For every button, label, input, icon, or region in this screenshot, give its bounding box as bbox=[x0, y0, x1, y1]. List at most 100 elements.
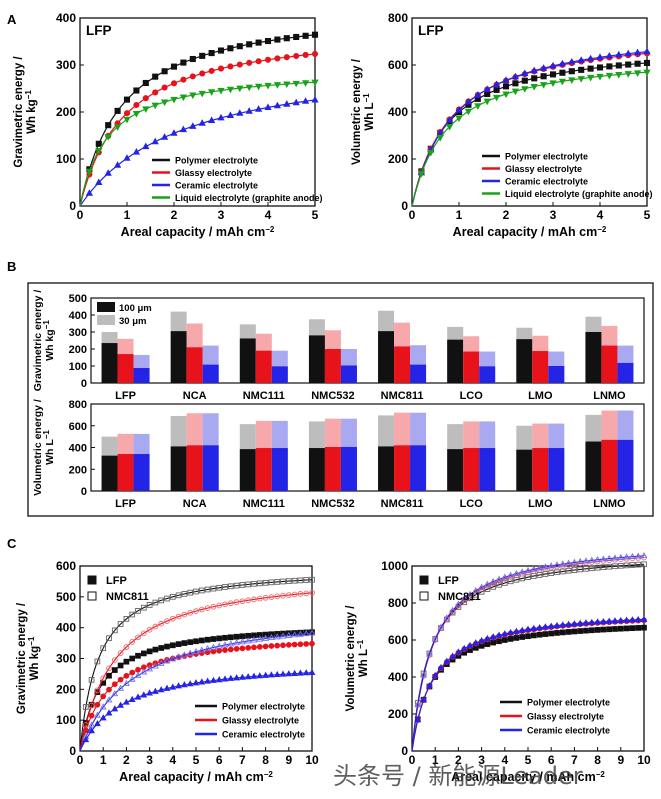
category-label: LCO bbox=[460, 390, 484, 402]
data-point bbox=[417, 171, 426, 178]
bar-100um bbox=[532, 351, 549, 383]
data-point-open bbox=[204, 605, 211, 611]
data-point bbox=[455, 115, 463, 123]
data-point bbox=[594, 627, 601, 633]
data-point-open bbox=[547, 562, 555, 569]
data-point-open bbox=[588, 565, 595, 572]
bar-100um bbox=[202, 445, 219, 491]
data-point bbox=[209, 676, 217, 683]
data-point bbox=[198, 678, 206, 685]
y-axis-label-line1: Volumetric energy / bbox=[32, 399, 44, 496]
data-point-open bbox=[262, 594, 269, 601]
data-point-open bbox=[239, 598, 246, 605]
data-point bbox=[233, 646, 240, 652]
legend-label: 100 μm bbox=[119, 303, 152, 314]
y-tick-label: 100 bbox=[56, 713, 76, 727]
data-point bbox=[236, 43, 243, 50]
data-point-open bbox=[233, 599, 240, 606]
data-point-open bbox=[100, 645, 107, 652]
y-tick-label: 100 bbox=[69, 361, 87, 373]
data-point-open bbox=[209, 643, 217, 650]
data-point bbox=[559, 69, 566, 76]
data-point-open bbox=[496, 581, 502, 588]
x-tick-label: 10 bbox=[305, 753, 319, 767]
bar-100um bbox=[394, 346, 411, 383]
data-point-open bbox=[565, 567, 572, 574]
data-point-open bbox=[623, 562, 630, 569]
data-point bbox=[414, 716, 422, 723]
data-point bbox=[311, 95, 319, 103]
legend-label: Polymer electrolyte bbox=[175, 156, 258, 166]
data-point-open bbox=[163, 657, 171, 664]
y-tick-label: 200 bbox=[69, 464, 87, 476]
data-point bbox=[634, 615, 642, 623]
data-point-open bbox=[122, 679, 130, 686]
y-tick-label: 0 bbox=[401, 744, 408, 758]
data-point bbox=[577, 628, 584, 634]
legend-label: Ceramic electrolyte bbox=[175, 181, 258, 191]
data-point-open bbox=[135, 634, 141, 641]
data-point bbox=[217, 65, 225, 72]
data-point bbox=[634, 60, 641, 67]
data-point-open bbox=[140, 630, 147, 637]
marker-legend-label: NMC811 bbox=[106, 591, 149, 603]
data-point bbox=[437, 663, 445, 671]
data-point-open bbox=[280, 592, 286, 599]
y-axis-label-line1: Volumetric energy / bbox=[351, 58, 363, 165]
data-point bbox=[501, 637, 508, 643]
data-point-open bbox=[559, 568, 566, 575]
category-label: NCA bbox=[183, 390, 207, 402]
data-point bbox=[624, 49, 632, 57]
data-point bbox=[189, 122, 197, 129]
data-point-open bbox=[466, 590, 474, 597]
data-point-open bbox=[296, 630, 304, 637]
data-point bbox=[568, 68, 575, 75]
data-point-open bbox=[187, 589, 194, 596]
x-tick-label: 6 bbox=[548, 753, 555, 767]
data-point bbox=[489, 633, 497, 640]
data-point bbox=[140, 650, 147, 657]
y-axis-label-line2: Wh kg−1 bbox=[27, 636, 42, 680]
chart-a-gravimetric: 0 1 2 3 4 5 0 100 200 300 400 Areal capacity / mAh … bbox=[13, 11, 323, 239]
bar-100um bbox=[239, 449, 256, 491]
data-point bbox=[431, 671, 439, 678]
data-point-open bbox=[309, 589, 315, 596]
legend-label: Liquid electrolyte (graphite anode) bbox=[175, 193, 323, 203]
x-tick-label: 0 bbox=[409, 208, 416, 222]
x-tick-label: 5 bbox=[193, 753, 200, 767]
data-point bbox=[226, 111, 235, 119]
bar-100um bbox=[410, 364, 427, 383]
y-tick-label: 800 bbox=[388, 596, 408, 610]
data-point-open bbox=[100, 675, 107, 682]
data-point bbox=[189, 73, 196, 80]
bar-100um bbox=[340, 365, 357, 383]
data-point bbox=[501, 630, 509, 637]
data-point bbox=[530, 624, 538, 631]
data-point-open bbox=[274, 593, 281, 600]
panel-b-frame bbox=[27, 282, 654, 517]
data-point bbox=[455, 106, 463, 113]
data-point bbox=[106, 672, 112, 679]
data-point bbox=[605, 617, 613, 624]
bar-100um bbox=[548, 366, 565, 383]
data-point-open bbox=[309, 576, 315, 583]
data-point bbox=[490, 639, 497, 646]
y-tick-label: 400 bbox=[56, 11, 76, 25]
category-label: NCA bbox=[183, 498, 207, 510]
data-point bbox=[208, 50, 215, 57]
data-point-open bbox=[198, 587, 205, 594]
data-point bbox=[549, 80, 557, 87]
data-point-open bbox=[88, 721, 96, 728]
y-tick-label: 0 bbox=[69, 199, 76, 213]
y-tick-label: 200 bbox=[388, 707, 408, 721]
data-point bbox=[95, 148, 103, 155]
data-point bbox=[599, 617, 607, 625]
data-point-open bbox=[605, 554, 613, 561]
y-axis-label-line2: Wh kg−1 bbox=[24, 90, 39, 134]
data-point-open bbox=[169, 615, 176, 622]
bar-100um bbox=[133, 368, 150, 383]
y-axis-label-line1: Volumetric energy / bbox=[345, 605, 357, 712]
data-point bbox=[267, 671, 275, 678]
data-point bbox=[233, 633, 240, 640]
